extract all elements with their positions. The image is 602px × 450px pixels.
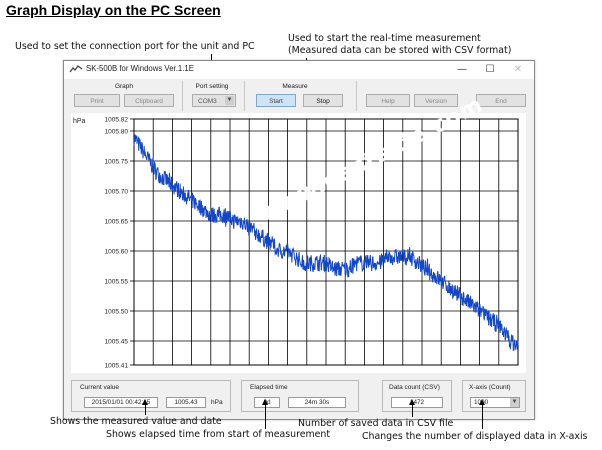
- y-tick-label: 1005.60: [105, 249, 129, 256]
- pressure-chart-svg: 1005.82 1005.80 1005.75 1005.70 1005.65 1005.…: [73, 117, 519, 370]
- arrow-elapsed-line: [265, 403, 266, 429]
- graph-group-label: Graph: [114, 83, 134, 90]
- minimize-button[interactable]: —: [457, 64, 467, 75]
- y-tick-label: 1005.45: [105, 339, 129, 346]
- annotation-realtime-1: Used to start the real-time measurement: [288, 33, 481, 44]
- port-select[interactable]: COM3 ▼: [192, 94, 236, 107]
- elapsed-time-label: Elapsed time: [250, 384, 288, 391]
- chevron-down-icon[interactable]: ▼: [510, 398, 519, 407]
- pressure-series-line: [133, 134, 519, 352]
- current-value-field: 1005.43: [166, 397, 206, 408]
- pressure-chart: 1005.82 1005.80 1005.75 1005.70 1005.65 1005.…: [71, 113, 526, 373]
- y-tick-label: 1005.75: [105, 159, 129, 166]
- y-tick-label: 1005.55: [105, 279, 129, 286]
- title-bar: SK-500B for Windows Ver.1.1E — ☐ ✕: [64, 61, 534, 79]
- close-button[interactable]: ✕: [513, 64, 523, 75]
- arrow-measured-head: [142, 399, 148, 405]
- stop-button[interactable]: Stop: [303, 94, 343, 107]
- toolbar-divider: [182, 81, 183, 111]
- chevron-down-icon[interactable]: ▼: [225, 96, 234, 105]
- annotation-saved: Number of saved data in CSV file: [298, 418, 454, 429]
- annotation-xaxis: Changes the number of displayed data in …: [362, 431, 588, 442]
- current-datetime-field: 2015/01/01 00:42:15: [84, 397, 158, 408]
- y-tick-label: 1005.82: [105, 117, 129, 124]
- elapsed-time-group: Elapsed time 0d 24m 30s: [241, 380, 359, 412]
- arrow-measured-line: [145, 403, 146, 415]
- annotation-realtime-2: (Measured data can be stored with CSV fo…: [288, 45, 512, 56]
- y-axis-label: hPa: [73, 118, 86, 125]
- current-value-label: Current value: [80, 384, 120, 391]
- port-group-label: Port setting: [195, 83, 229, 90]
- plot-border: [133, 118, 519, 366]
- annotation-elapsed: Shows elapsed time from start of measure…: [106, 429, 331, 440]
- arrow-elapsed-head: [262, 399, 268, 405]
- annotation-measured: Shows the measured value and date: [50, 416, 222, 427]
- arrow-xaxis-head: [479, 399, 485, 405]
- window-title: SK-500B for Windows Ver.1.1E: [86, 64, 194, 73]
- maximize-button[interactable]: ☐: [485, 64, 495, 75]
- y-tick-label: 1005.80: [105, 129, 129, 136]
- toolbar-divider: [356, 81, 357, 111]
- page-heading: Graph Display on the PC Screen: [6, 2, 221, 18]
- clipboard-button[interactable]: Clipboard: [124, 94, 174, 107]
- data-count-field: 1472: [391, 397, 443, 408]
- xaxis-group: X-axis (Count) 1000 ▼: [462, 380, 526, 412]
- toolbar-divider: [244, 81, 245, 111]
- measure-group-label: Measure: [282, 83, 308, 90]
- app-icon: [69, 65, 83, 73]
- xaxis-label: X-axis (Count): [469, 384, 511, 391]
- xaxis-select[interactable]: 1000 ▼: [470, 397, 520, 408]
- port-value: COM3: [198, 98, 217, 105]
- data-count-group: Data count (CSV) 1472: [382, 380, 452, 412]
- annotation-port: Used to set the connection port for the …: [15, 41, 255, 52]
- y-tick-label: 1005.70: [105, 189, 129, 196]
- data-count-label: Data count (CSV): [389, 384, 440, 391]
- arrow-saved-head: [409, 399, 415, 405]
- arrow-saved-line: [412, 403, 413, 417]
- app-window: SK-500B for Windows Ver.1.1E — ☐ ✕ Graph…: [63, 60, 535, 420]
- print-button[interactable]: Print: [74, 94, 120, 107]
- help-button[interactable]: Help: [366, 94, 410, 107]
- elapsed-time-field: 24m 30s: [288, 397, 346, 408]
- arrow-xaxis-line: [482, 403, 483, 429]
- y-tick-label: 1005.41: [105, 363, 129, 370]
- version-button[interactable]: Version: [414, 94, 458, 107]
- current-value-group: Current value 2015/01/01 00:42:15 1005.4…: [71, 380, 231, 412]
- y-tick-label: 1005.65: [105, 219, 129, 226]
- y-tick-label: 1005.50: [105, 309, 129, 316]
- start-button[interactable]: Start: [256, 94, 296, 107]
- end-button[interactable]: End: [476, 94, 526, 107]
- current-unit-label: hPa: [211, 399, 223, 406]
